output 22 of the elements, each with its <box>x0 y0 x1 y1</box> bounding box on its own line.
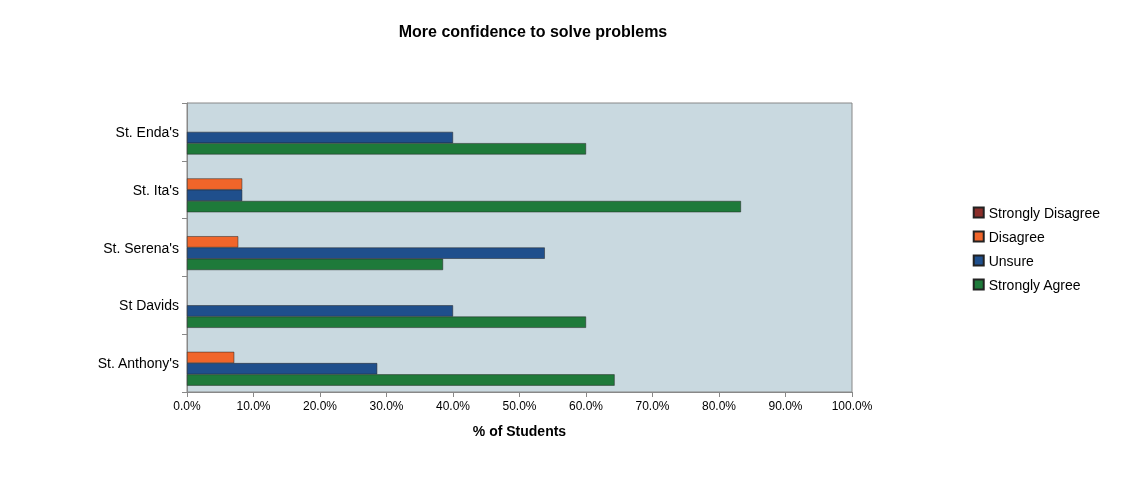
y-tick-label: St. Enda's <box>115 123 179 140</box>
legend-label: Unsure <box>988 252 1035 269</box>
x-tick-label: 10.0% <box>236 399 271 413</box>
x-tick-label: 20.0% <box>302 399 338 413</box>
x-tick-label: 0.0% <box>173 399 201 413</box>
x-tick-label: 50.0% <box>502 399 537 413</box>
x-tick-label: 70.0% <box>635 399 670 413</box>
x-axis-title: % of Students <box>472 423 567 439</box>
y-tick-label: St. Ita's <box>132 181 179 198</box>
legend-label: Strongly Disagree <box>988 204 1101 221</box>
y-tick-label: St. Serena's <box>103 239 179 256</box>
y-tick-label: St. Anthony's <box>97 355 179 372</box>
legend-label: Strongly Agree <box>988 276 1081 293</box>
x-tick-label: 90.0% <box>768 399 803 413</box>
y-tick-label: St Davids <box>119 297 179 314</box>
x-tick-label: 30.0% <box>369 399 404 413</box>
x-tick-label: 100.0% <box>831 399 873 413</box>
x-tick-label: 80.0% <box>701 399 737 413</box>
legend-label: Disagree <box>988 228 1045 245</box>
x-tick-label: 60.0% <box>568 399 604 413</box>
x-tick-label: 40.0% <box>435 399 471 413</box>
chart-title: More confidence to solve problems <box>398 22 668 40</box>
